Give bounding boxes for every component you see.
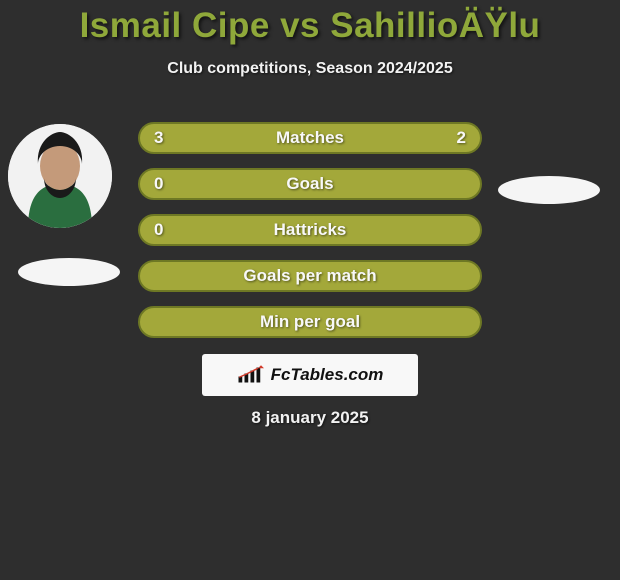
subtitle: Club competitions, Season 2024/2025 [0, 60, 620, 78]
stat-right-value: 2 [457, 128, 466, 148]
stat-row-min-per-goal: Min per goal [138, 306, 482, 338]
stat-label: Hattricks [274, 220, 347, 240]
brand-badge: FcTables.com [202, 354, 418, 396]
player-right-flag [498, 176, 600, 204]
stat-row-matches: 3 Matches 2 [138, 122, 482, 154]
stat-row-hattricks: 0 Hattricks [138, 214, 482, 246]
date-label: 8 january 2025 [0, 408, 620, 428]
stat-label: Min per goal [260, 312, 360, 332]
player-left-flag [18, 258, 120, 286]
stat-row-goals: 0 Goals [138, 168, 482, 200]
brand-chart-icon [237, 364, 267, 386]
stat-label: Goals [286, 174, 333, 194]
stat-left-value: 3 [154, 128, 163, 148]
stat-left-value: 0 [154, 220, 163, 240]
stats-bars: 3 Matches 2 0 Goals 0 Hattricks Goals pe… [138, 122, 482, 352]
stat-left-value: 0 [154, 174, 163, 194]
page-title: Ismail Cipe vs SahillioÄŸlu [0, 6, 620, 46]
stat-row-goals-per-match: Goals per match [138, 260, 482, 292]
stat-label: Matches [276, 128, 344, 148]
brand-label: FcTables.com [271, 365, 384, 385]
stat-label: Goals per match [243, 266, 376, 286]
player-left-avatar [8, 124, 112, 228]
